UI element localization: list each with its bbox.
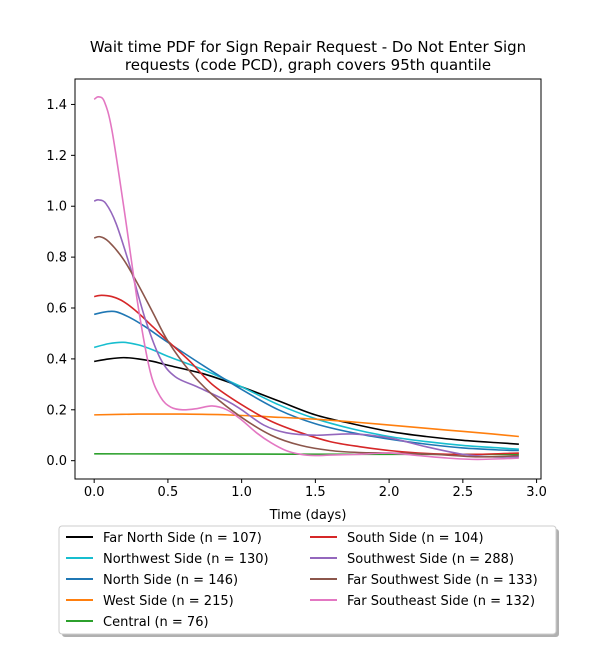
x-tick-label: 2.0	[379, 485, 400, 500]
y-tick-label: 1.0	[46, 200, 67, 215]
legend-entry: Northwest Side (n = 130)	[103, 552, 269, 567]
y-tick-label: 0.8	[46, 251, 67, 266]
series-line-6	[93, 198, 519, 458]
legend-entry: Far Southwest Side (n = 133)	[347, 573, 538, 588]
series-line-1	[93, 341, 519, 451]
chart-title-line-1: Wait time PDF for Sign Repair Request - …	[90, 38, 526, 56]
series-line-3	[94, 413, 519, 438]
legend-box	[58, 525, 557, 635]
x-tick-label: 1.5	[305, 485, 326, 500]
series-line-7	[93, 235, 519, 458]
legend-entry: Southwest Side (n = 288)	[347, 552, 514, 567]
legend-entry: South Side (n = 104)	[347, 531, 484, 546]
chart-title-line-2: requests (code PCD), graph covers 95th q…	[125, 56, 491, 74]
x-tick-label: 0.5	[158, 485, 179, 500]
y-tick-label: 0.4	[46, 352, 67, 367]
series-line-0	[94, 356, 519, 445]
legend: Far North Side (n = 107) Northwest Side (…	[58, 525, 559, 637]
x-tick-label: 0.0	[84, 485, 105, 500]
series-line-8	[93, 95, 519, 461]
series-line-2	[93, 310, 519, 452]
legend-entry: Far North Side (n = 107)	[103, 531, 262, 546]
legend-entry: North Side (n = 146)	[103, 573, 238, 588]
y-tick-label: 0.6	[46, 302, 67, 317]
y-tick-label: 1.2	[46, 149, 67, 164]
plot-frame	[74, 78, 542, 480]
legend-entry: West Side (n = 215)	[103, 594, 234, 609]
x-tick-label: 2.5	[452, 485, 473, 500]
y-tick-label: 1.4	[46, 98, 67, 113]
legend-entry: Central (n = 76)	[103, 615, 209, 630]
legend-entry: Far Southeast Side (n = 132)	[347, 594, 535, 609]
series-layer	[93, 95, 519, 461]
x-tick-label: 3.0	[526, 485, 547, 500]
x-tick-label: 1.0	[231, 485, 252, 500]
ticks-layer: 0.0 0.5 1.0 1.5 2.0 2.5 3.0 0.0 0.2 0.4 0.6 0.8 1.0 1…	[46, 98, 547, 500]
x-axis-label: Time (days)	[269, 508, 347, 523]
y-tick-label: 0.2	[46, 403, 67, 418]
y-tick-label: 0.0	[46, 454, 67, 469]
chart-title: Wait time PDF for Sign Repair Request - …	[90, 38, 526, 74]
